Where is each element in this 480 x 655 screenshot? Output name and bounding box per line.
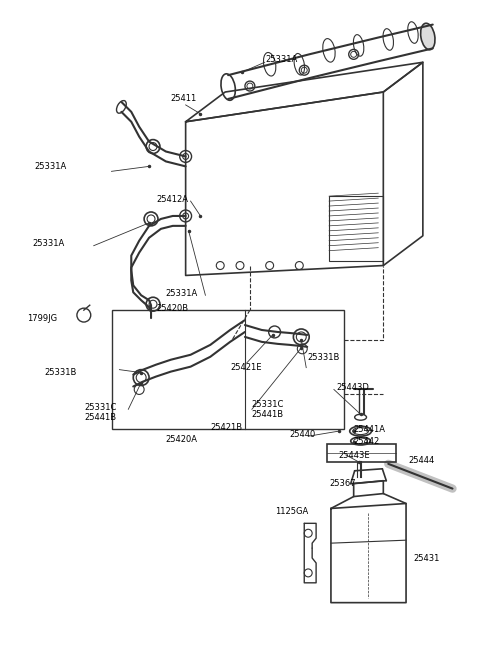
Bar [111,310,344,429]
Text: 25331C: 25331C [85,403,117,412]
Text: 25420B: 25420B [156,304,188,312]
Text: 25443D: 25443D [337,383,370,392]
Text: 25331A: 25331A [166,289,198,298]
Text: 25441B: 25441B [85,413,117,422]
Ellipse shape [420,23,435,50]
Bar [327,444,396,462]
Text: 25420A: 25420A [166,434,198,443]
Text: 25442: 25442 [354,436,380,445]
Text: 1125GA: 1125GA [275,507,308,516]
Text: 25441A: 25441A [354,424,385,434]
Text: 25367: 25367 [329,479,356,488]
Text: 25444: 25444 [408,457,434,465]
Text: 25331A: 25331A [33,239,65,248]
Text: 25331B: 25331B [307,353,339,362]
Text: 25331A: 25331A [266,55,298,64]
Text: 1799JG: 1799JG [27,314,58,322]
Text: 25421E: 25421E [230,363,262,372]
Text: 25443E: 25443E [339,451,371,460]
Text: 25421B: 25421B [210,422,242,432]
Text: 25331B: 25331B [44,368,77,377]
Text: 25411: 25411 [171,94,197,103]
Text: 25431: 25431 [413,553,439,563]
Text: 25441B: 25441B [252,410,284,419]
Text: 25440: 25440 [289,430,316,439]
Text: 25412A: 25412A [156,195,188,204]
Text: 25331A: 25331A [35,162,67,171]
Text: 25331C: 25331C [252,400,284,409]
Bar [329,196,384,261]
